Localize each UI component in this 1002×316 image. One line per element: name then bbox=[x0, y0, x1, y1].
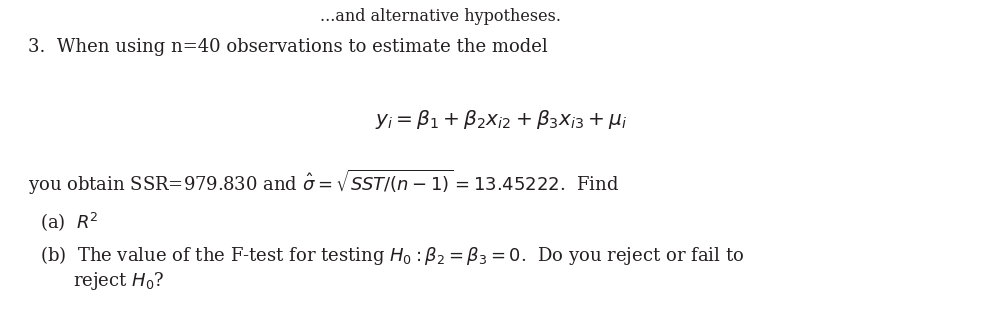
Text: (b)  The value of the F-test for testing $H_0 : \beta_2 = \beta_3 = 0$.  Do you : (b) The value of the F-test for testing … bbox=[40, 244, 743, 267]
Text: reject $H_0$?: reject $H_0$? bbox=[73, 270, 164, 292]
Text: ...and alternative hypotheses.: ...and alternative hypotheses. bbox=[320, 8, 560, 25]
Text: (a)  $R^2$: (a) $R^2$ bbox=[40, 210, 98, 233]
Text: $y_i = \beta_1 + \beta_2 x_{i2} + \beta_3 x_{i3} + \mu_i$: $y_i = \beta_1 + \beta_2 x_{i2} + \beta_… bbox=[375, 108, 627, 131]
Text: 3.  When using n=40 observations to estimate the model: 3. When using n=40 observations to estim… bbox=[28, 38, 547, 56]
Text: you obtain SSR=979.830 and $\hat{\sigma} = \sqrt{SST/(n-1)} = 13.45222$.  Find: you obtain SSR=979.830 and $\hat{\sigma}… bbox=[28, 168, 618, 197]
